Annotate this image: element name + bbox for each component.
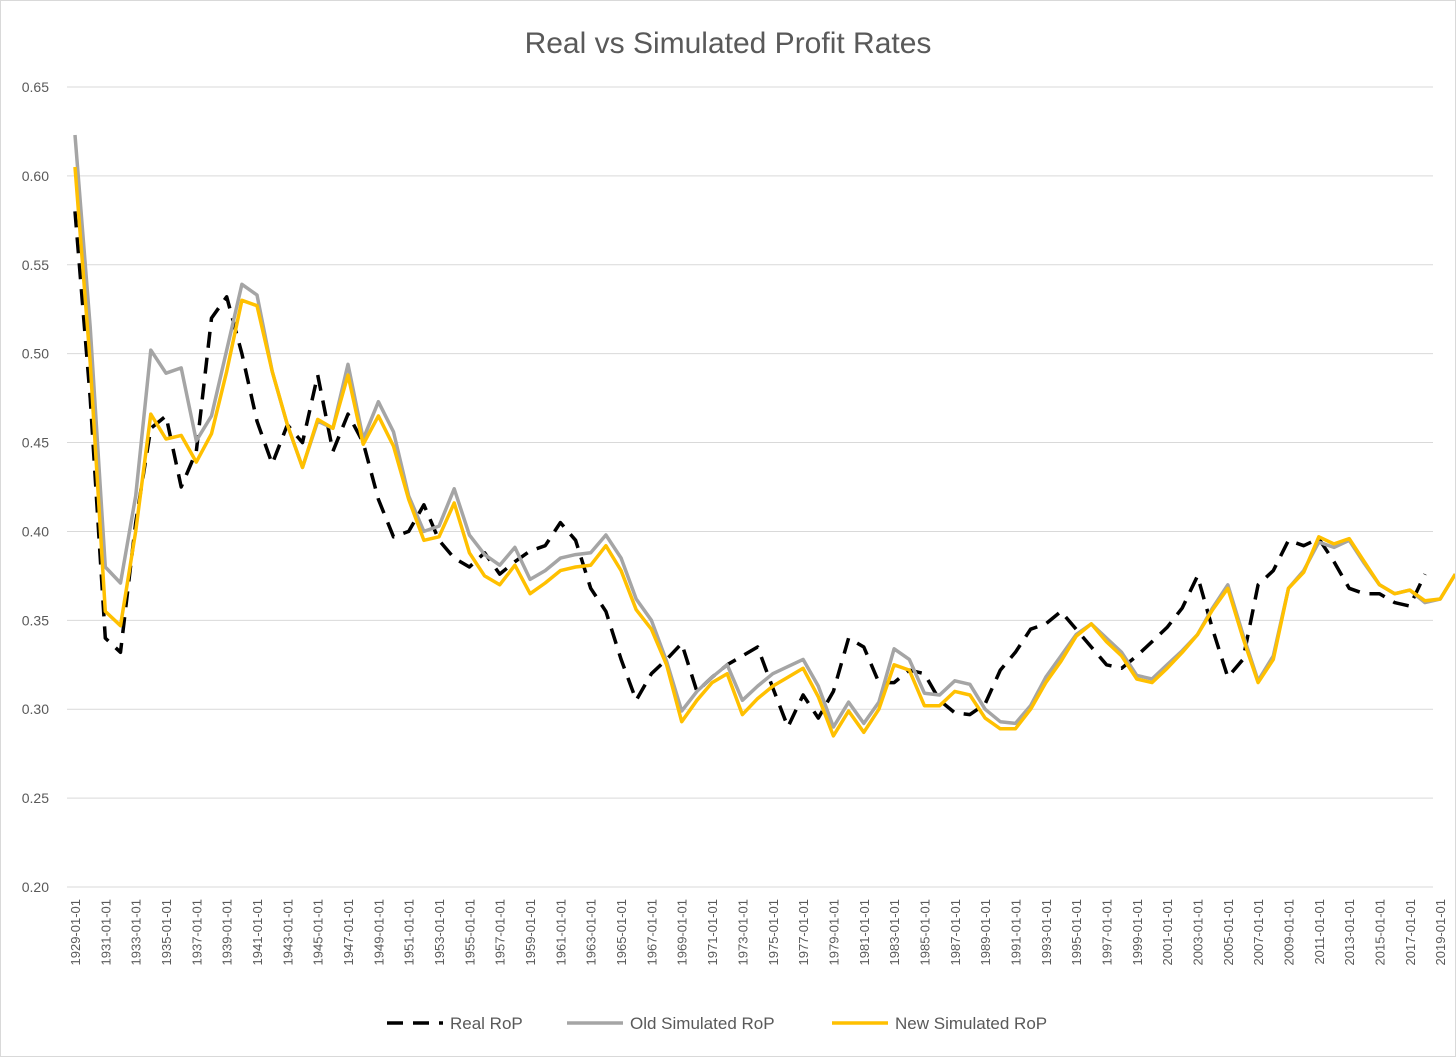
series-line-real-rop[interactable] (73, 211, 1427, 729)
x-tick-label: 1995-01-01 (1069, 899, 1084, 966)
y-tick-label: 0.65 (22, 79, 49, 95)
x-tick-label: 2005-01-01 (1221, 899, 1236, 966)
x-tick-label: 1959-01-01 (523, 899, 538, 966)
x-tick-label: 1933-01-01 (129, 899, 144, 966)
x-tick-label: 1945-01-01 (311, 899, 326, 966)
x-tick-label: 1971-01-01 (705, 899, 720, 966)
y-tick-label: 0.40 (22, 523, 49, 539)
x-tick-label: 1969-01-01 (675, 899, 690, 966)
x-tick-label: 1965-01-01 (614, 899, 629, 966)
x-tick-label: 1963-01-01 (584, 899, 599, 966)
y-tick-label: 0.50 (22, 346, 49, 362)
legend[interactable]: Real RoP Old Simulated RoP New Simulated R… (387, 1014, 1047, 1033)
x-tick-label: 1947-01-01 (341, 899, 356, 966)
series-layer (73, 134, 1456, 738)
x-tick-label: 1957-01-01 (493, 899, 508, 966)
x-tick-label: 1985-01-01 (917, 899, 932, 966)
y-tick-label: 0.55 (22, 257, 49, 273)
x-tick-label: 2011-01-01 (1312, 899, 1327, 965)
x-tick-label: 2019-01-01 (1433, 899, 1448, 966)
x-tick-label: 1951-01-01 (402, 899, 417, 966)
x-tick-label: 1949-01-01 (371, 899, 386, 966)
x-tick-label: 2015-01-01 (1372, 899, 1387, 966)
y-tick-label: 0.60 (22, 168, 49, 184)
legend-label: Real RoP (450, 1014, 523, 1033)
legend-label: Old Simulated RoP (630, 1014, 775, 1033)
x-tick-label: 1935-01-01 (159, 899, 174, 966)
x-axis-ticks: 1929-01-01 1931-01-01 1933-01-01 1935-01-01… (68, 899, 1448, 966)
x-tick-label: 1955-01-01 (462, 899, 477, 966)
x-tick-label: 1977-01-01 (796, 899, 811, 966)
x-tick-label: 1937-01-01 (189, 899, 204, 966)
x-tick-label: 1967-01-01 (644, 899, 659, 966)
x-tick-label: 1979-01-01 (826, 899, 841, 966)
series-line-new-simulated-rop[interactable] (73, 166, 1456, 738)
legend-label: New Simulated RoP (895, 1014, 1047, 1033)
x-tick-label: 1941-01-01 (250, 899, 265, 966)
x-tick-label: 2003-01-01 (1190, 899, 1205, 966)
legend-item-new-simulated-rop[interactable]: New Simulated RoP (832, 1014, 1047, 1033)
legend-item-real-rop[interactable]: Real RoP (387, 1014, 523, 1033)
x-tick-label: 2001-01-01 (1160, 899, 1175, 966)
chart-title: Real vs Simulated Profit Rates (525, 27, 932, 60)
y-axis-ticks: 0.20 0.25 0.30 0.35 0.40 0.45 0.50 0.55 0.60 0.65 (22, 79, 49, 895)
y-tick-label: 0.25 (22, 790, 49, 806)
x-tick-label: 1931-01-01 (98, 899, 113, 966)
x-tick-label: 1999-01-01 (1130, 899, 1145, 966)
y-tick-label: 0.45 (22, 435, 49, 451)
x-tick-label: 1983-01-01 (887, 899, 902, 966)
y-tick-label: 0.35 (22, 612, 49, 628)
y-tick-label: 0.30 (22, 701, 49, 717)
x-tick-label: 1993-01-01 (1039, 899, 1054, 966)
x-tick-label: 1975-01-01 (766, 899, 781, 966)
x-tick-label: 1929-01-01 (68, 899, 83, 966)
x-tick-label: 1961-01-01 (553, 899, 568, 966)
x-tick-label: 1987-01-01 (948, 899, 963, 966)
x-tick-label: 2007-01-01 (1251, 899, 1266, 966)
x-tick-label: 1997-01-01 (1099, 899, 1114, 966)
x-tick-label: 1981-01-01 (857, 899, 872, 966)
x-tick-label: 1953-01-01 (432, 899, 447, 966)
x-tick-label: 1973-01-01 (735, 899, 750, 966)
y-tick-label: 0.20 (22, 879, 49, 895)
x-tick-label: 1943-01-01 (280, 899, 295, 966)
x-tick-label: 1991-01-01 (1008, 899, 1023, 966)
legend-item-old-simulated-rop[interactable]: Old Simulated RoP (567, 1014, 775, 1033)
x-tick-label: 2013-01-01 (1342, 899, 1357, 966)
x-tick-label: 1989-01-01 (978, 899, 993, 966)
gridlines (67, 86, 1433, 888)
x-tick-label: 2017-01-01 (1403, 899, 1418, 966)
x-tick-label: 2009-01-01 (1281, 899, 1296, 966)
x-tick-label: 1939-01-01 (220, 899, 235, 966)
